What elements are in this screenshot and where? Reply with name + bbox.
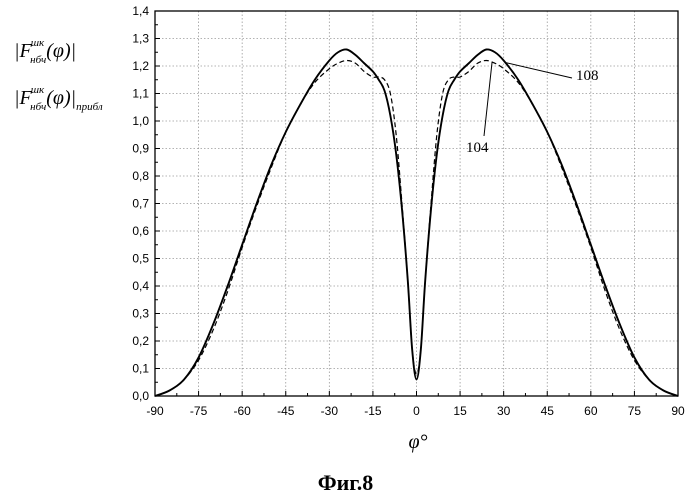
y-tick-label: 1,1 (132, 87, 149, 101)
x-tick-label: -75 (190, 404, 208, 418)
y-tick-label: 0,3 (132, 307, 149, 321)
annotation-label-108: 108 (576, 68, 599, 84)
y-tick-label: 0,1 (132, 362, 149, 376)
y-tick-label: 0,4 (132, 279, 149, 293)
x-tick-label: -90 (146, 404, 164, 418)
y-axis-label-line-1: |Fшкнбч(φ)| (14, 38, 76, 66)
y-tick-label: 0,2 (132, 334, 149, 348)
x-tick-label: 0 (413, 404, 420, 418)
x-tick-label: 45 (541, 404, 555, 418)
y-tick-label: 0,0 (132, 389, 149, 403)
x-tick-label: -15 (364, 404, 382, 418)
x-tick-label: 30 (497, 404, 511, 418)
x-tick-label: -60 (233, 404, 251, 418)
ylabel-subscript: нбч (30, 54, 46, 66)
y-tick-label: 1,0 (132, 114, 149, 128)
y-tick-label: 0,7 (132, 197, 149, 211)
ylabel-subscript: нбч (30, 101, 46, 113)
grid-lines (155, 11, 678, 396)
x-tick-label: 60 (584, 404, 598, 418)
annotations: 108 104 (466, 62, 599, 156)
ylabel-superscript: шк (31, 37, 44, 49)
annotation-leader-104 (484, 62, 492, 136)
ylabel-argument: (φ)| (46, 87, 76, 109)
x-tick-label: 90 (671, 404, 685, 418)
y-tick-label: 1,3 (132, 32, 149, 46)
x-axis-label: φ° (408, 431, 427, 453)
x-tick-label: 15 (453, 404, 467, 418)
annotation-label-104: 104 (466, 140, 489, 156)
y-tick-label: 0,6 (132, 224, 149, 238)
y-tick-label: 1,2 (132, 59, 149, 73)
y-axis-label-line-2: |Fшкнбч(φ)|прибл (14, 85, 103, 113)
ylabel-superscript: шк (31, 84, 44, 96)
y-tick-label: 1,4 (132, 4, 149, 18)
x-tick-label: -45 (277, 404, 295, 418)
y-tick-label: 0,8 (132, 169, 149, 183)
ylabel-subscript-approx: прибл (76, 101, 103, 113)
ylabel-argument: (φ)| (46, 40, 76, 62)
x-tick-label: -30 (321, 404, 339, 418)
y-tick-label: 0,9 (132, 142, 149, 156)
figure-caption: Фиг.8 (0, 470, 691, 496)
x-tick-label: 75 (628, 404, 642, 418)
y-tick-label: 0,5 (132, 252, 149, 266)
